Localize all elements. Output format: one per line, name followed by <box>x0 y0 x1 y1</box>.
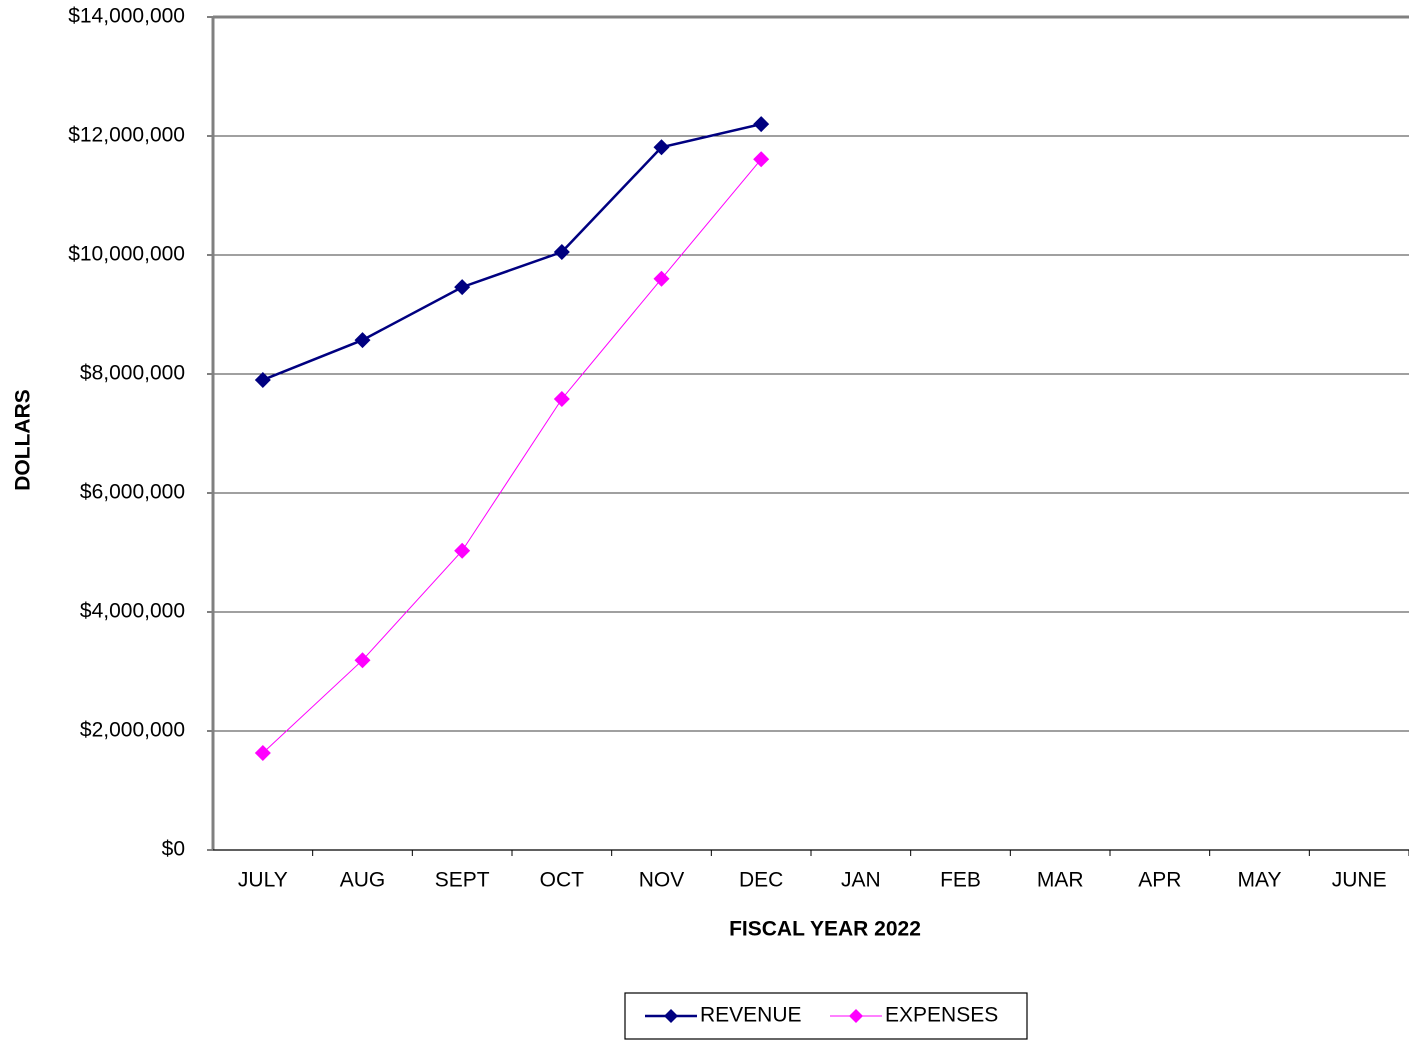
x-tick-label: JULY <box>238 869 288 892</box>
x-tick-label: SEPT <box>435 869 490 892</box>
y-tick-label: $10,000,000 <box>68 243 185 266</box>
data-point <box>753 151 770 168</box>
data-point <box>553 244 570 261</box>
data-point <box>354 332 371 349</box>
data-point <box>354 652 371 669</box>
x-tick-label: JUNE <box>1332 869 1387 892</box>
y-axis-title: DOLLARS <box>12 389 35 491</box>
data-point <box>454 542 471 559</box>
y-tick-label: $12,000,000 <box>68 124 185 147</box>
x-tick-label: MAR <box>1037 869 1084 892</box>
x-tick-label: FEB <box>940 869 981 892</box>
legend-marker <box>664 1009 678 1023</box>
x-tick-label: APR <box>1138 869 1181 892</box>
x-tick-label: NOV <box>639 869 685 892</box>
x-tick-label: JAN <box>841 869 881 892</box>
data-point <box>454 279 471 296</box>
y-tick-label: $14,000,000 <box>68 5 185 28</box>
data-point <box>254 745 271 762</box>
y-tick-label: $0 <box>162 838 185 861</box>
x-axis-title: FISCAL YEAR 2022 <box>729 918 921 941</box>
y-tick-label: $2,000,000 <box>80 719 185 742</box>
data-point <box>254 371 271 388</box>
x-tick-label: MAY <box>1238 869 1282 892</box>
y-tick-label: $6,000,000 <box>80 481 185 504</box>
series-line <box>262 122 762 382</box>
data-point <box>653 270 670 287</box>
y-tick-label: $8,000,000 <box>80 362 185 385</box>
series-line <box>262 158 762 754</box>
legend-label: REVENUE <box>700 1004 802 1027</box>
legend-marker <box>849 1009 863 1023</box>
data-point <box>653 139 670 156</box>
x-tick-label: OCT <box>540 869 585 892</box>
y-tick-label: $4,000,000 <box>80 600 185 623</box>
x-tick-label: DEC <box>739 869 783 892</box>
x-tick-label: AUG <box>340 869 386 892</box>
data-point <box>753 116 770 133</box>
data-point <box>553 390 570 407</box>
legend-label: EXPENSES <box>885 1004 998 1027</box>
